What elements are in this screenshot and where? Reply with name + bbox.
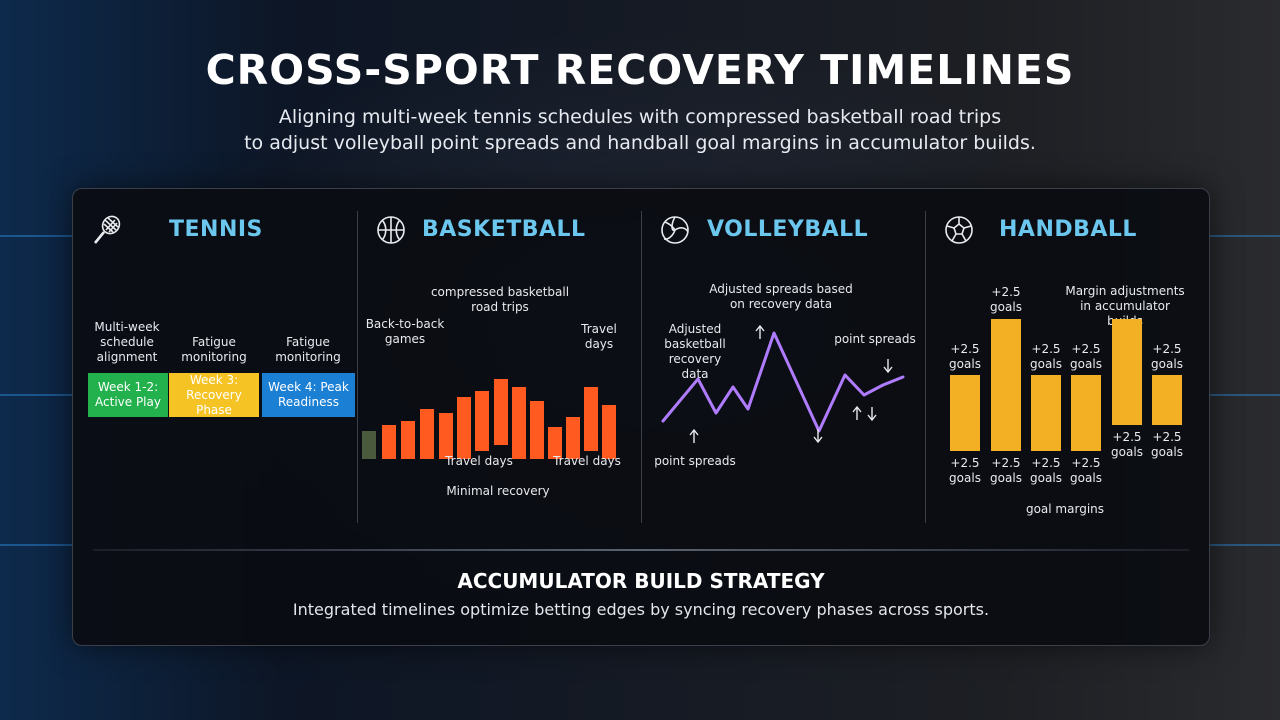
handball-bar-label: +2.5 goals [1151,342,1183,371]
column-divider [925,211,926,523]
volleyball-icon [659,213,691,247]
basketball-travel-days-top-label: Travel days [581,322,617,351]
handball-bar-label: +2.5 goals [1070,456,1102,485]
arrow-up-icon [755,324,765,339]
basketball-bar [548,427,562,459]
timelines-panel: TENNIS Multi-week schedule alignment Fat… [72,188,1210,646]
basketball-icon [375,213,407,247]
handball-bar-label: +2.5 goals [1030,342,1062,371]
basketball-bar [475,391,489,451]
tennis-week-recovery-phase: Week 3: Recovery Phase [169,373,259,417]
tennis-label-fatigue-1: Fatigue monitoring [181,335,247,364]
volleyball-point-spreads-bottom-label: point spreads [654,454,736,468]
handball-bar [1152,375,1182,425]
handball-bar [991,319,1021,451]
tennis-title: TENNIS [169,217,263,242]
handball-bar [1071,375,1101,451]
tennis-label-fatigue-2: Fatigue monitoring [275,335,341,364]
volleyball-adjusted-basketball-label: Adjusted basketball recovery data [664,322,726,381]
tennis-week-peak-readiness: Week 4: Peak Readiness [262,373,355,417]
tennis-racket-icon [91,213,123,247]
handball-bar-label: +2.5 goals [990,285,1022,314]
arrow-down-icon [883,359,893,374]
basketball-bar [602,405,616,459]
basketball-bar [420,409,434,459]
handball-bar-label: +2.5 goals [949,456,981,485]
handball-bar-label: +2.5 goals [1070,342,1102,371]
subtitle-line-1: Aligning multi-week tennis schedules wit… [278,106,1002,128]
tennis-week-active-play: Week 1-2: Active Play [88,373,168,417]
basketball-title: BASKETBALL [422,217,586,242]
page-title: CROSS-SPORT RECOVERY TIMELINES [205,46,1075,94]
arrow-down-icon [813,429,823,444]
volleyball-spread-line [661,331,905,433]
handball-icon [943,213,975,247]
strategy-title: ACCUMULATOR BUILD STRATEGY [457,569,825,593]
handball-bar-label: +2.5 goals [949,342,981,371]
arrow-up-icon [689,428,699,443]
handball-bar [1031,375,1061,451]
basketball-minimal-recovery-label: Minimal recovery [446,484,550,498]
basketball-bar [439,413,453,459]
basketball-schedule-chart [362,379,616,459]
handball-title: HANDBALL [999,217,1137,242]
column-divider [357,211,358,523]
arrow-up-icon [852,405,862,420]
basketball-bar [382,425,396,459]
basketball-travel-days-label: Travel days [553,454,621,468]
basketball-bar [401,421,415,459]
basketball-bar [566,417,580,459]
basketball-bar [584,387,598,451]
handball-bar-label: +2.5 goals [1151,430,1183,459]
handball-bar-label: +2.5 goals [1111,430,1143,459]
volleyball-point-spreads-right-label: point spreads [834,332,916,346]
basketball-bar [457,397,471,459]
tennis-label-schedule: Multi-week schedule alignment [94,320,160,364]
basketball-bar [494,379,508,445]
basketball-bar [362,431,376,459]
volleyball-title: VOLLEYBALL [707,217,869,242]
basketball-travel-days-label: Travel days [445,454,513,468]
handball-bar [950,375,980,451]
section-divider [93,549,1189,551]
subtitle-line-2: to adjust volleyball point spreads and h… [244,132,1036,154]
handball-bar-label: +2.5 goals [990,456,1022,485]
page-subtitle: Aligning multi-week tennis schedules wit… [190,104,1090,156]
volleyball-adjusted-spreads-label: Adjusted spreads based on recovery data [709,282,853,311]
handball-bar-label: +2.5 goals [1030,456,1062,485]
handball-goal-margins-label: goal margins [1025,502,1105,516]
volleyball-spread-chart [661,324,905,444]
handball-bar [1112,319,1142,425]
column-divider [641,211,642,523]
strategy-text: Integrated timelines optimize betting ed… [292,600,990,619]
basketball-bar [530,401,544,459]
basketball-back-to-back-label: Back-to-back games [365,317,445,346]
arrow-down-icon [867,407,877,422]
basketball-bar [512,387,526,459]
basketball-compressed-label: compressed basketball road trips [430,285,570,314]
